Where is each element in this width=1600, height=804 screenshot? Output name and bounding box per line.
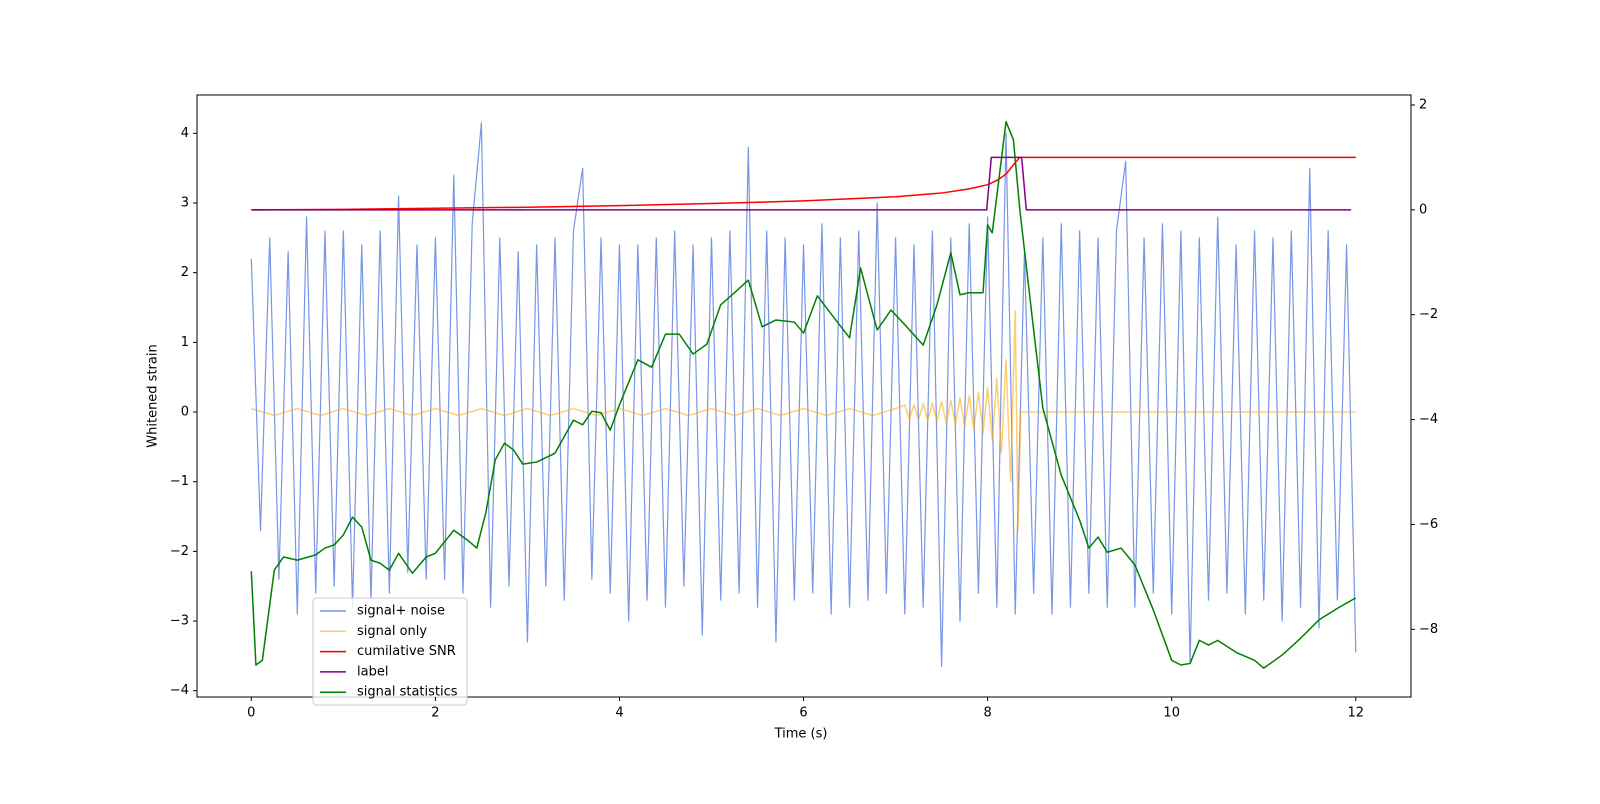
- y2-tick-label: −2: [1419, 307, 1438, 322]
- series-line: [250, 122, 1357, 667]
- x-tick-label: 6: [799, 706, 807, 721]
- y2-tick-label: −8: [1419, 622, 1438, 637]
- y2-tick-label: 2: [1419, 97, 1427, 112]
- legend-label: cumilative SNR: [357, 644, 456, 659]
- series-line: [250, 120, 1357, 669]
- x-tick-label: 4: [615, 706, 623, 721]
- x-tick-label: 10: [1163, 706, 1180, 721]
- x-tick-label: 2: [431, 706, 439, 721]
- y-axis-label: Whitened strain: [146, 344, 161, 447]
- legend-label: signal statistics: [357, 685, 458, 700]
- y-tick-label: 4: [181, 126, 189, 141]
- x-axis-label: Time (s): [774, 727, 828, 742]
- y-tick-label: 0: [181, 405, 189, 420]
- x-tick-label: 8: [983, 706, 991, 721]
- plot-area: [250, 120, 1357, 669]
- series-line: [251, 156, 1356, 211]
- legend-label: signal only: [357, 624, 427, 639]
- y2-tick-label: 0: [1419, 202, 1427, 217]
- x-tick-label: 12: [1348, 706, 1365, 721]
- y-tick-label: −1: [170, 474, 189, 489]
- y2-tick-label: −4: [1419, 412, 1438, 427]
- y2-tick-label: −6: [1419, 517, 1438, 532]
- y-tick-label: −2: [170, 544, 189, 559]
- y-tick-label: 3: [181, 195, 189, 210]
- legend-label: label: [357, 664, 388, 679]
- y-tick-label: 1: [181, 335, 189, 350]
- legend-label: signal+ noise: [357, 604, 445, 619]
- series-line: [251, 310, 1356, 532]
- y-tick-label: 2: [181, 265, 189, 280]
- legend-box: [312, 597, 468, 706]
- y-tick-label: −3: [170, 614, 189, 629]
- y-tick-label: −4: [170, 683, 189, 698]
- series-line: [251, 156, 1352, 211]
- x-tick-label: 0: [247, 706, 255, 721]
